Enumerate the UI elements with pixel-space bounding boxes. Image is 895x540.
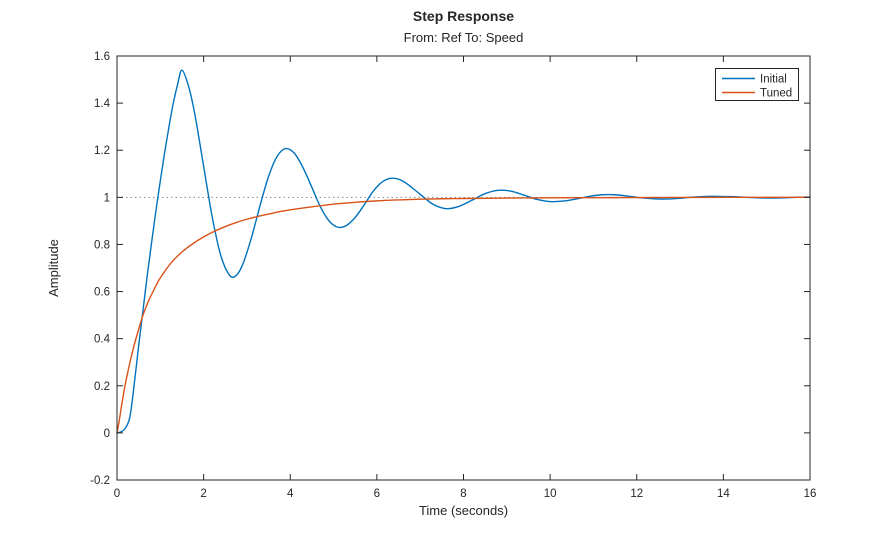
plot-title: Step Response [413,8,514,24]
x-tick-label: 8 [460,488,466,500]
y-tick-label: 0 [104,428,110,440]
x-tick-label: 6 [374,488,380,500]
legend-box [715,68,799,101]
axes-box [116,55,811,481]
legend-label-tuned: Tuned [760,88,792,100]
legend: Initial Tuned [715,68,799,101]
series-curve-tuned [116,196,811,434]
x-tick-label: 4 [287,488,294,500]
y-axis-label: Amplitude [46,239,61,297]
y-tick-label: 0.4 [94,334,111,346]
x-tick-label: 0 [114,488,120,500]
axis-ticks: 0 2 4 6 8 10 12 14 16 -0.2 0 0.2 0.4 0.6 0.8 1 1.2 1.4 1.6 [90,51,816,500]
x-tick-label: 16 [804,488,817,500]
x-tick-label: 10 [544,488,557,500]
y-tick-label: -0.2 [90,475,110,487]
legend-label-initial: Initial [760,74,787,86]
x-tick-label: 14 [717,488,730,500]
x-axis-label: Time (seconds) [419,503,508,518]
series-curves [116,69,811,434]
plot-subtitle: From: Ref To: Speed [404,30,524,45]
x-tick-label: 12 [630,488,643,500]
y-tick-label: 1.4 [94,98,111,110]
y-tick-label: 1.2 [94,145,110,157]
series-curve-initial [116,69,811,434]
y-tick-label: 0.8 [94,239,110,251]
x-tick-label: 2 [200,488,206,500]
y-tick-label: 0.2 [94,381,110,393]
y-tick-label: 1 [104,192,110,204]
y-tick-label: 1.6 [94,51,110,63]
y-tick-label: 0.6 [94,287,110,299]
